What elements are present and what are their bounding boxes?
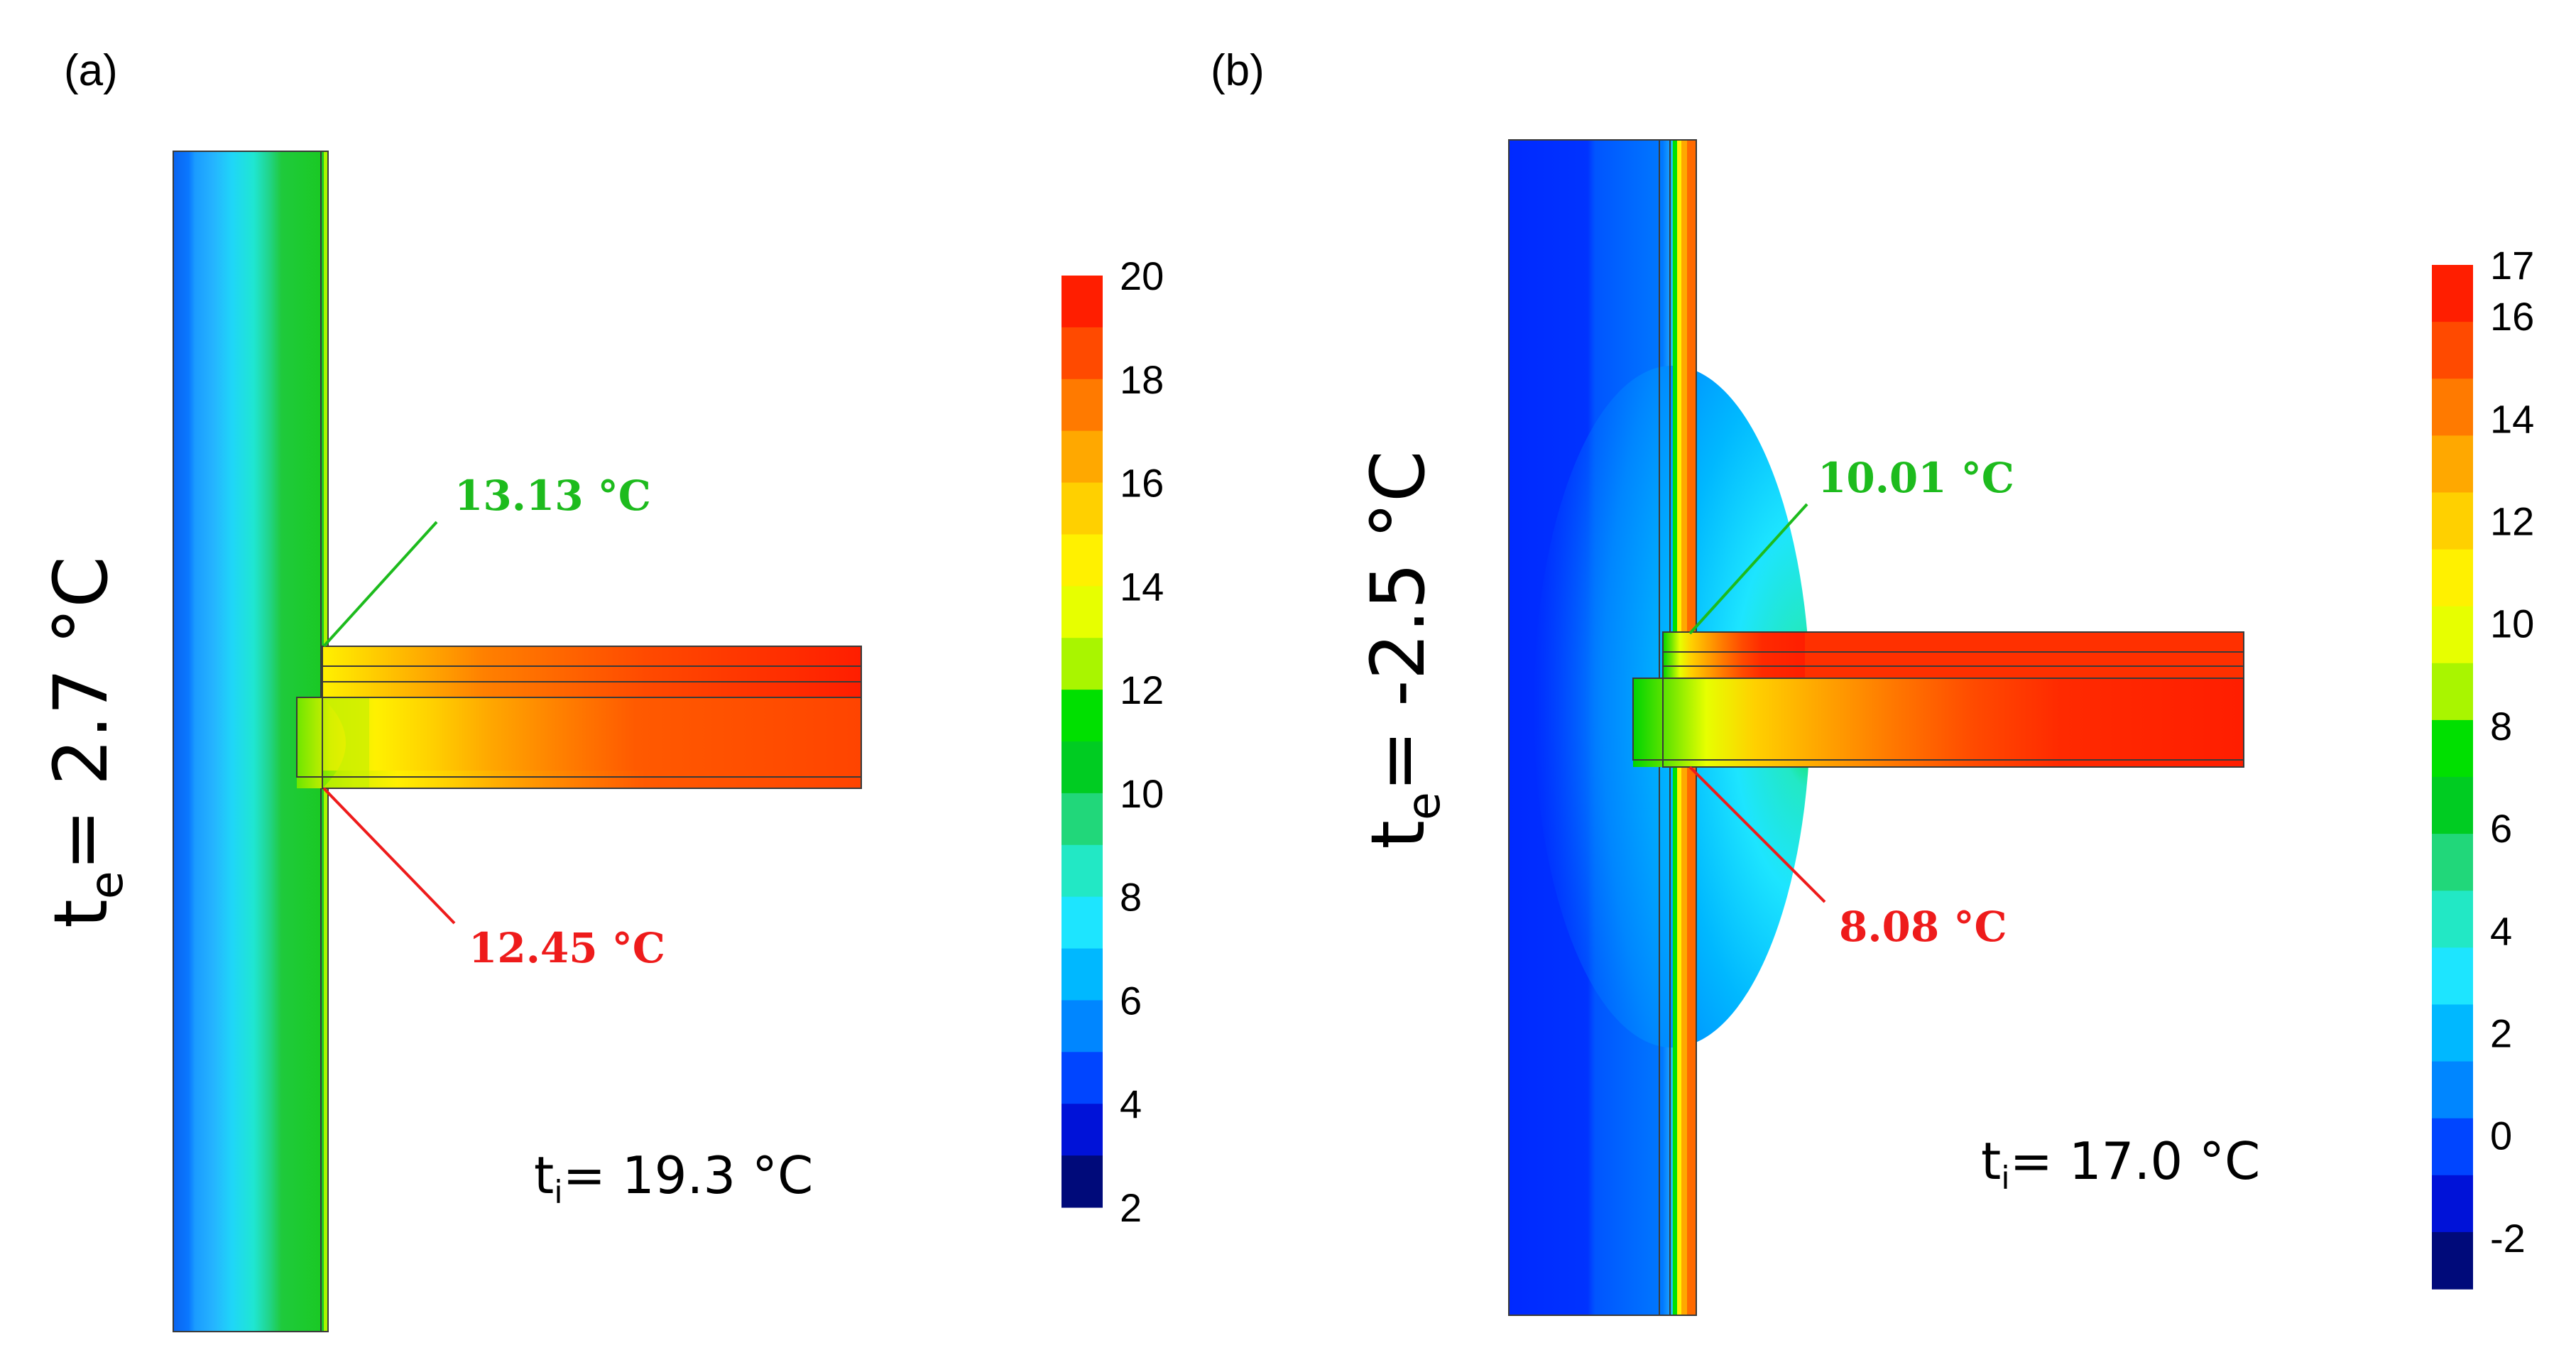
- panel-label: (a): [64, 46, 118, 95]
- colorbar-swatch: [2432, 663, 2473, 721]
- colorbar-swatch: [2432, 1231, 2473, 1290]
- panel-b: (b) 10.01 °C: [1211, 46, 2534, 1316]
- colorbar-swatch: [2432, 435, 2473, 494]
- floor-slab: [296, 646, 862, 789]
- colorbar-tick-label: 0: [2490, 1114, 2512, 1158]
- annotation-lower: 8.08 °C: [1688, 766, 2007, 951]
- floor-slab: [1632, 631, 2244, 768]
- colorbar: 17 16 14 12 10 8 6 4 2 0 -2: [2432, 243, 2534, 1290]
- colorbar-tick-label: 14: [1120, 564, 1164, 609]
- colorbar-swatch: [2432, 265, 2473, 322]
- colorbar-tick-label: 6: [1120, 978, 1142, 1023]
- colorbar-swatch: [1061, 638, 1103, 690]
- colorbar-tick-label: 2: [1120, 1185, 1142, 1230]
- colorbar-swatch: [1061, 379, 1103, 432]
- annotation-lower-value: 12.45 °C: [469, 924, 665, 972]
- colorbar-swatch: [2432, 1061, 2473, 1119]
- colorbar-tick-label: 2: [2490, 1011, 2512, 1056]
- colorbar-swatch: [2432, 322, 2473, 379]
- colorbar-tick-label: 8: [2490, 704, 2512, 749]
- colorbar-swatch: [1061, 1000, 1103, 1052]
- colorbar-tick-label: 18: [1120, 357, 1164, 402]
- colorbar-tick-label: 6: [2490, 806, 2512, 851]
- annotation-upper: 10.01 °C: [1688, 454, 2014, 635]
- colorbar-swatch: [1061, 327, 1103, 380]
- colorbar-swatch: [1061, 793, 1103, 846]
- colorbar-swatch: [2432, 606, 2473, 664]
- colorbar: 20 18 16 14 12 10 8 6 4 2: [1061, 254, 1164, 1230]
- colorbar-swatch: [1061, 948, 1103, 1001]
- colorbar-swatch: [2432, 549, 2473, 607]
- colorbar-tick-label: 4: [2490, 908, 2512, 953]
- colorbar-swatch: [2432, 1004, 2473, 1062]
- colorbar-swatch: [2432, 947, 2473, 1006]
- colorbar-swatch: [1061, 586, 1103, 638]
- colorbar-swatch: [2432, 1175, 2473, 1233]
- colorbar-tick-label: 10: [2490, 602, 2534, 646]
- interior-temperature-label: ti= 19.3 °C: [534, 1146, 813, 1211]
- annotation-upper-value: 13.13 °C: [454, 472, 651, 520]
- colorbar-swatch: [2432, 492, 2473, 550]
- colorbar-swatch: [2432, 719, 2473, 778]
- colorbar-swatch: [1061, 1104, 1103, 1156]
- colorbar-tick-label: 12: [1120, 668, 1164, 712]
- colorbar-swatch: [2432, 1118, 2473, 1176]
- colorbar-swatch: [1061, 276, 1103, 328]
- colorbar-tick-label: 16: [2490, 294, 2534, 339]
- colorbar-swatch: [1061, 741, 1103, 794]
- colorbar-swatch: [2432, 891, 2473, 948]
- colorbar-tick-label: 12: [2490, 499, 2534, 544]
- colorbar-swatch: [1061, 1052, 1103, 1104]
- colorbar-swatch: [2432, 834, 2473, 891]
- exterior-temperature-label: te= 2.7 °C: [38, 556, 133, 928]
- colorbar-swatch: [1061, 430, 1103, 484]
- colorbar-tick-label: -2: [2490, 1216, 2526, 1261]
- colorbar-swatch: [2432, 777, 2473, 834]
- colorbar-tick-label: 10: [1120, 771, 1164, 816]
- colorbar-swatch: [1061, 1155, 1103, 1208]
- colorbar-tick-label: 16: [1120, 461, 1164, 506]
- colorbar-tick-label: 20: [1120, 254, 1164, 298]
- annotation-upper: 13.13 °C: [322, 472, 651, 648]
- colorbar-swatch: [1061, 690, 1103, 742]
- annotation-upper-value: 10.01 °C: [1818, 454, 2014, 502]
- interior-temperature-label: ti= 17.0 °C: [1981, 1131, 2260, 1197]
- colorbar-tick-label: 14: [2490, 396, 2534, 441]
- colorbar-tick-label: 4: [1120, 1082, 1142, 1126]
- colorbar-tick-label: 17: [2490, 243, 2534, 288]
- colorbar-swatch: [1061, 844, 1103, 898]
- exterior-temperature-label: te= -2.5 °C: [1355, 450, 1451, 849]
- colorbar-swatch: [1061, 482, 1103, 535]
- panel-label: (b): [1211, 46, 1265, 95]
- colorbar-swatch: [1061, 534, 1103, 587]
- annotation-lower-value: 8.08 °C: [1839, 903, 2007, 951]
- colorbar-swatch: [2432, 379, 2473, 436]
- annotation-lower: 12.45 °C: [322, 787, 665, 972]
- colorbar-tick-label: 8: [1120, 875, 1142, 920]
- colorbar-swatch: [1061, 896, 1103, 950]
- panel-a: (a) 13.13 °C 12.45 °C: [38, 46, 1164, 1332]
